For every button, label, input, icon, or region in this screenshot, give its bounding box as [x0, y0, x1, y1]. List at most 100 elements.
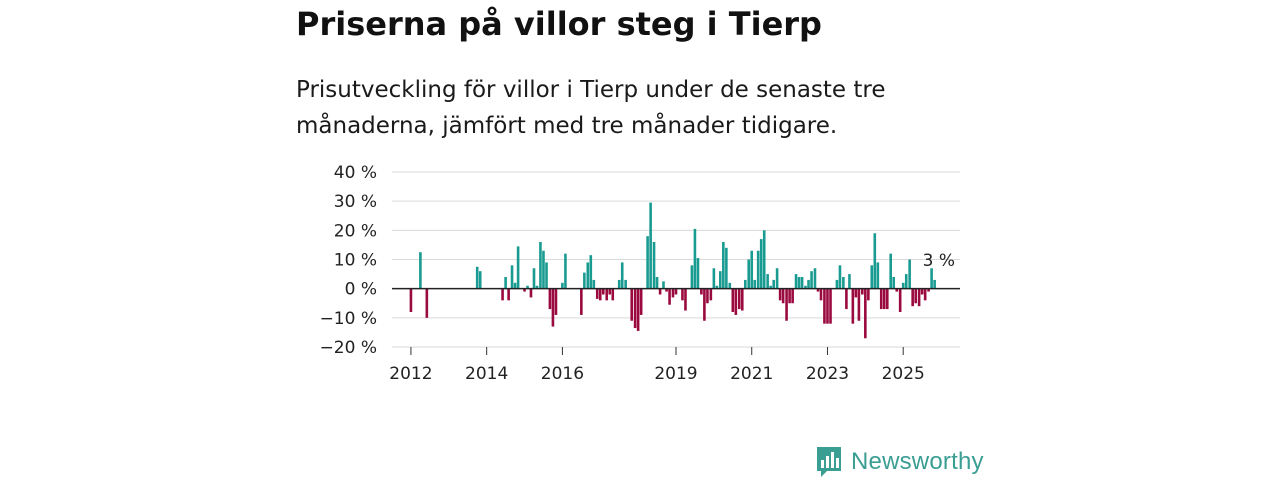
newsworthy-logo-text: Newsworthy [851, 448, 984, 475]
bar [797, 277, 801, 289]
bar [864, 288, 867, 339]
bar [930, 268, 933, 289]
bar [772, 279, 775, 289]
bar [633, 288, 637, 329]
x-tick-label: 2014 [465, 364, 508, 384]
y-tick-label: 0 % [345, 280, 377, 300]
bar [807, 279, 810, 289]
bar [542, 250, 545, 289]
x-tick-label: 2012 [389, 364, 432, 384]
bar [908, 259, 911, 289]
bar [598, 288, 602, 301]
bars [409, 202, 936, 339]
y-tick-label: 20 % [334, 221, 377, 241]
bar [901, 282, 905, 289]
bar [586, 262, 590, 289]
bar [715, 285, 719, 289]
x-tick-label: 2023 [806, 364, 849, 384]
y-tick-label: 40 % [334, 163, 377, 183]
bar [873, 233, 877, 289]
bar [507, 288, 510, 301]
bar [826, 288, 829, 324]
y-tick-label: −20 % [320, 338, 377, 358]
bar [737, 288, 741, 310]
bar [674, 288, 678, 295]
bar [611, 288, 615, 301]
bar [409, 288, 413, 312]
bar [712, 268, 716, 289]
bar [583, 272, 586, 289]
bar [728, 282, 732, 289]
bar [750, 250, 754, 289]
bar [580, 288, 583, 315]
bar [475, 266, 479, 289]
bar [706, 288, 709, 304]
bar [655, 277, 659, 289]
bar [564, 253, 567, 289]
bar [636, 288, 640, 331]
bar [781, 288, 785, 304]
bar [756, 250, 760, 289]
bar [835, 279, 839, 289]
bar [684, 288, 687, 311]
bar [719, 271, 722, 289]
chart-subtitle: Prisutveckling för villor i Tierp under … [296, 77, 886, 139]
y-tick-label: −10 % [320, 309, 377, 329]
bar [513, 282, 517, 289]
bar [539, 242, 542, 289]
bar [857, 288, 861, 321]
bar [658, 288, 662, 295]
bar [788, 288, 791, 304]
bar [617, 279, 621, 289]
bar [870, 265, 874, 289]
bar [646, 236, 649, 289]
bar [532, 268, 536, 289]
bar [419, 252, 422, 289]
bar [681, 288, 684, 301]
bar [551, 288, 555, 327]
bar [879, 288, 883, 310]
bar [592, 279, 596, 289]
bar [923, 288, 927, 301]
bar [791, 288, 794, 304]
bar [561, 282, 564, 289]
bar [671, 288, 675, 298]
bar [842, 277, 845, 289]
bar [744, 279, 747, 289]
bar [892, 277, 896, 289]
bar [819, 288, 823, 301]
bar [535, 285, 539, 289]
bar [703, 288, 706, 321]
bar [696, 258, 700, 289]
bar [747, 259, 750, 289]
bar [709, 288, 713, 301]
bar [501, 288, 504, 301]
last-value-label: 3 % [923, 251, 955, 271]
bar [478, 271, 482, 289]
bar [804, 285, 807, 289]
bar [690, 265, 694, 289]
x-tick-label: 2021 [730, 364, 773, 384]
bar [927, 288, 930, 292]
bar [829, 288, 832, 324]
bar [620, 262, 624, 289]
bar [602, 288, 605, 295]
bar [911, 288, 914, 307]
bar [608, 288, 612, 295]
bar [425, 288, 429, 318]
x-axis: 2012 2014 2016 2019 2021 2023 2025 [389, 347, 925, 384]
bar [700, 288, 703, 295]
bar [526, 285, 529, 289]
bar [766, 274, 769, 289]
bar [845, 288, 848, 310]
bar [589, 255, 593, 289]
bar [769, 285, 772, 289]
bar [725, 247, 728, 289]
bar [838, 265, 842, 289]
bar [759, 239, 763, 289]
bar [624, 279, 627, 289]
bar [775, 268, 779, 289]
bar [904, 274, 908, 289]
newsworthy-logo[interactable]: Newsworthy [815, 444, 984, 480]
bar [529, 288, 533, 298]
